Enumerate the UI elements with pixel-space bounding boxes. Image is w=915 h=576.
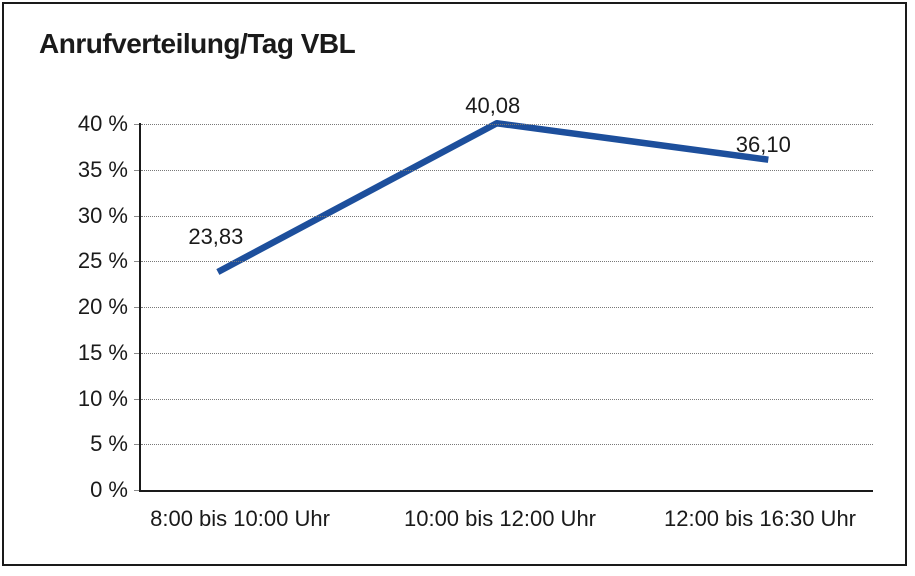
x-axis-label: 12:00 bis 16:30 Uhr (663, 506, 857, 531)
y-axis-label: 20 % (77, 294, 128, 319)
chart-border-frame (2, 2, 907, 566)
data-line (216, 120, 769, 275)
y-axis-label: 35 % (77, 156, 128, 182)
gridline (141, 398, 873, 400)
data-point-label: 40,08 (465, 93, 521, 119)
y-axis-tick (134, 398, 139, 400)
y-axis-label: 40 % (77, 111, 128, 136)
plot-area (134, 120, 873, 492)
y-axis-label: 5 % (90, 431, 128, 457)
data-point-label: 36,10 (735, 131, 791, 157)
y-axis-line (139, 123, 141, 491)
x-axis-line (139, 490, 873, 492)
y-axis-label: 0 % (90, 477, 128, 502)
gridline (141, 169, 873, 171)
gridline (141, 124, 873, 125)
y-axis-tick (134, 124, 139, 125)
y-axis-tick (134, 215, 139, 217)
data-line-svg (216, 120, 769, 275)
y-axis-tick (134, 352, 139, 354)
gridline (141, 352, 873, 354)
y-axis-label: 25 % (77, 248, 128, 274)
x-axis-label: 10:00 bis 12:00 Uhr (403, 506, 597, 531)
y-axis-tick (134, 490, 139, 491)
x-axis-label: 8:00 bis 10:00 Uhr (150, 506, 330, 531)
gridline (141, 307, 873, 308)
chart-title: Anrufverteilung/Tag VBL (39, 28, 356, 59)
gridline (141, 444, 873, 446)
y-axis-tick (134, 444, 139, 446)
y-axis-tick (134, 169, 139, 171)
y-axis-label: 30 % (77, 202, 128, 228)
y-axis-label: 15 % (77, 339, 128, 365)
data-point-label: 23,83 (188, 223, 244, 249)
y-axis-tick (134, 307, 139, 308)
gridline (141, 261, 873, 263)
y-axis-label: 10 % (77, 385, 128, 411)
y-axis-tick (134, 261, 139, 263)
gridline (141, 215, 873, 217)
